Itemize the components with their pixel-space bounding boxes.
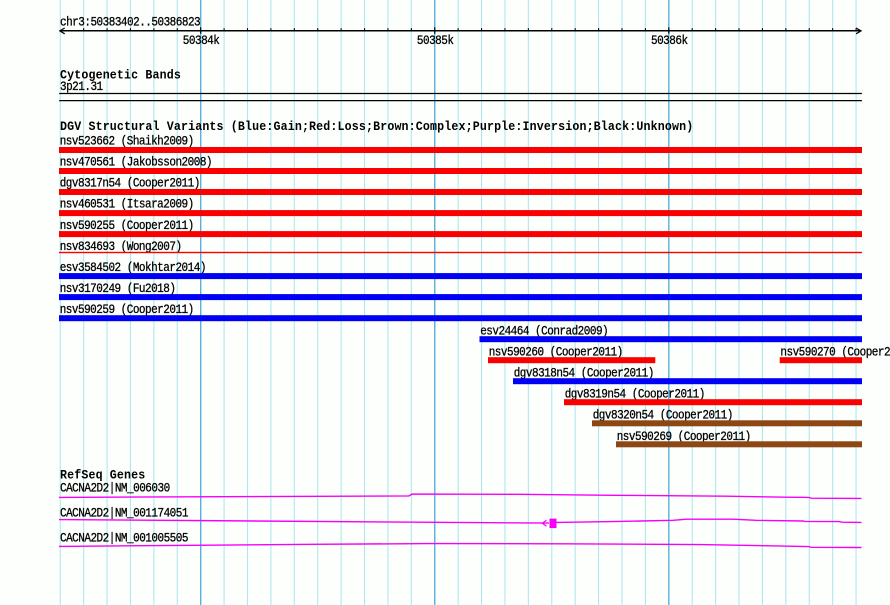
svg-text:nsv834693 (Wong2007): nsv834693 (Wong2007)	[60, 239, 182, 254]
svg-text:dgv8318n54 (Cooper2011): dgv8318n54 (Cooper2011)	[514, 366, 654, 381]
svg-text:chr3:50383402..50386823: chr3:50383402..50386823	[60, 15, 200, 30]
svg-text:DGV Structural Variants (Blue:: DGV Structural Variants (Blue:Gain;Red:L…	[60, 120, 693, 135]
svg-text:CACNA2D2|NM_006030: CACNA2D2|NM_006030	[60, 481, 170, 496]
svg-text:nsv470561 (Jakobsson2008): nsv470561 (Jakobsson2008)	[60, 155, 212, 170]
svg-text:nsv3170249 (Fu2018): nsv3170249 (Fu2018)	[60, 281, 176, 296]
svg-text:nsv590259 (Cooper2011): nsv590259 (Cooper2011)	[60, 302, 194, 317]
svg-text:nsv460531 (Itsara2009): nsv460531 (Itsara2009)	[60, 197, 194, 212]
svg-text:dgv8317n54 (Cooper2011): dgv8317n54 (Cooper2011)	[60, 176, 200, 191]
svg-text:CACNA2D2|NM_001174051: CACNA2D2|NM_001174051	[60, 506, 188, 521]
svg-text:dgv8320n54 (Cooper2011): dgv8320n54 (Cooper2011)	[593, 408, 733, 423]
svg-text:nsv590269 (Cooper2011): nsv590269 (Cooper2011)	[617, 429, 751, 444]
svg-text:nsv590270 (Cooper2011): nsv590270 (Cooper2011)	[780, 345, 890, 360]
svg-text:nsv523662 (Shaikh2009): nsv523662 (Shaikh2009)	[60, 134, 194, 149]
svg-text:esv24464 (Conrad2009): esv24464 (Conrad2009)	[480, 324, 608, 339]
svg-text:50384k: 50384k	[183, 33, 220, 48]
svg-text:50385k: 50385k	[417, 33, 454, 48]
svg-text:3p21.31: 3p21.31	[60, 79, 103, 94]
svg-text:nsv590255 (Cooper2011): nsv590255 (Cooper2011)	[60, 218, 194, 233]
svg-text:esv3584502 (Mokhtar2014): esv3584502 (Mokhtar2014)	[60, 260, 206, 275]
svg-text:nsv590260 (Cooper2011): nsv590260 (Cooper2011)	[489, 345, 623, 360]
svg-text:Cytogenetic Bands: Cytogenetic Bands	[60, 68, 181, 83]
svg-text:RefSeq Genes: RefSeq Genes	[60, 468, 145, 483]
svg-text:CACNA2D2|NM_001005505: CACNA2D2|NM_001005505	[60, 531, 188, 546]
svg-text:dgv8319n54 (Cooper2011): dgv8319n54 (Cooper2011)	[565, 387, 705, 402]
svg-text:50386k: 50386k	[651, 33, 688, 48]
